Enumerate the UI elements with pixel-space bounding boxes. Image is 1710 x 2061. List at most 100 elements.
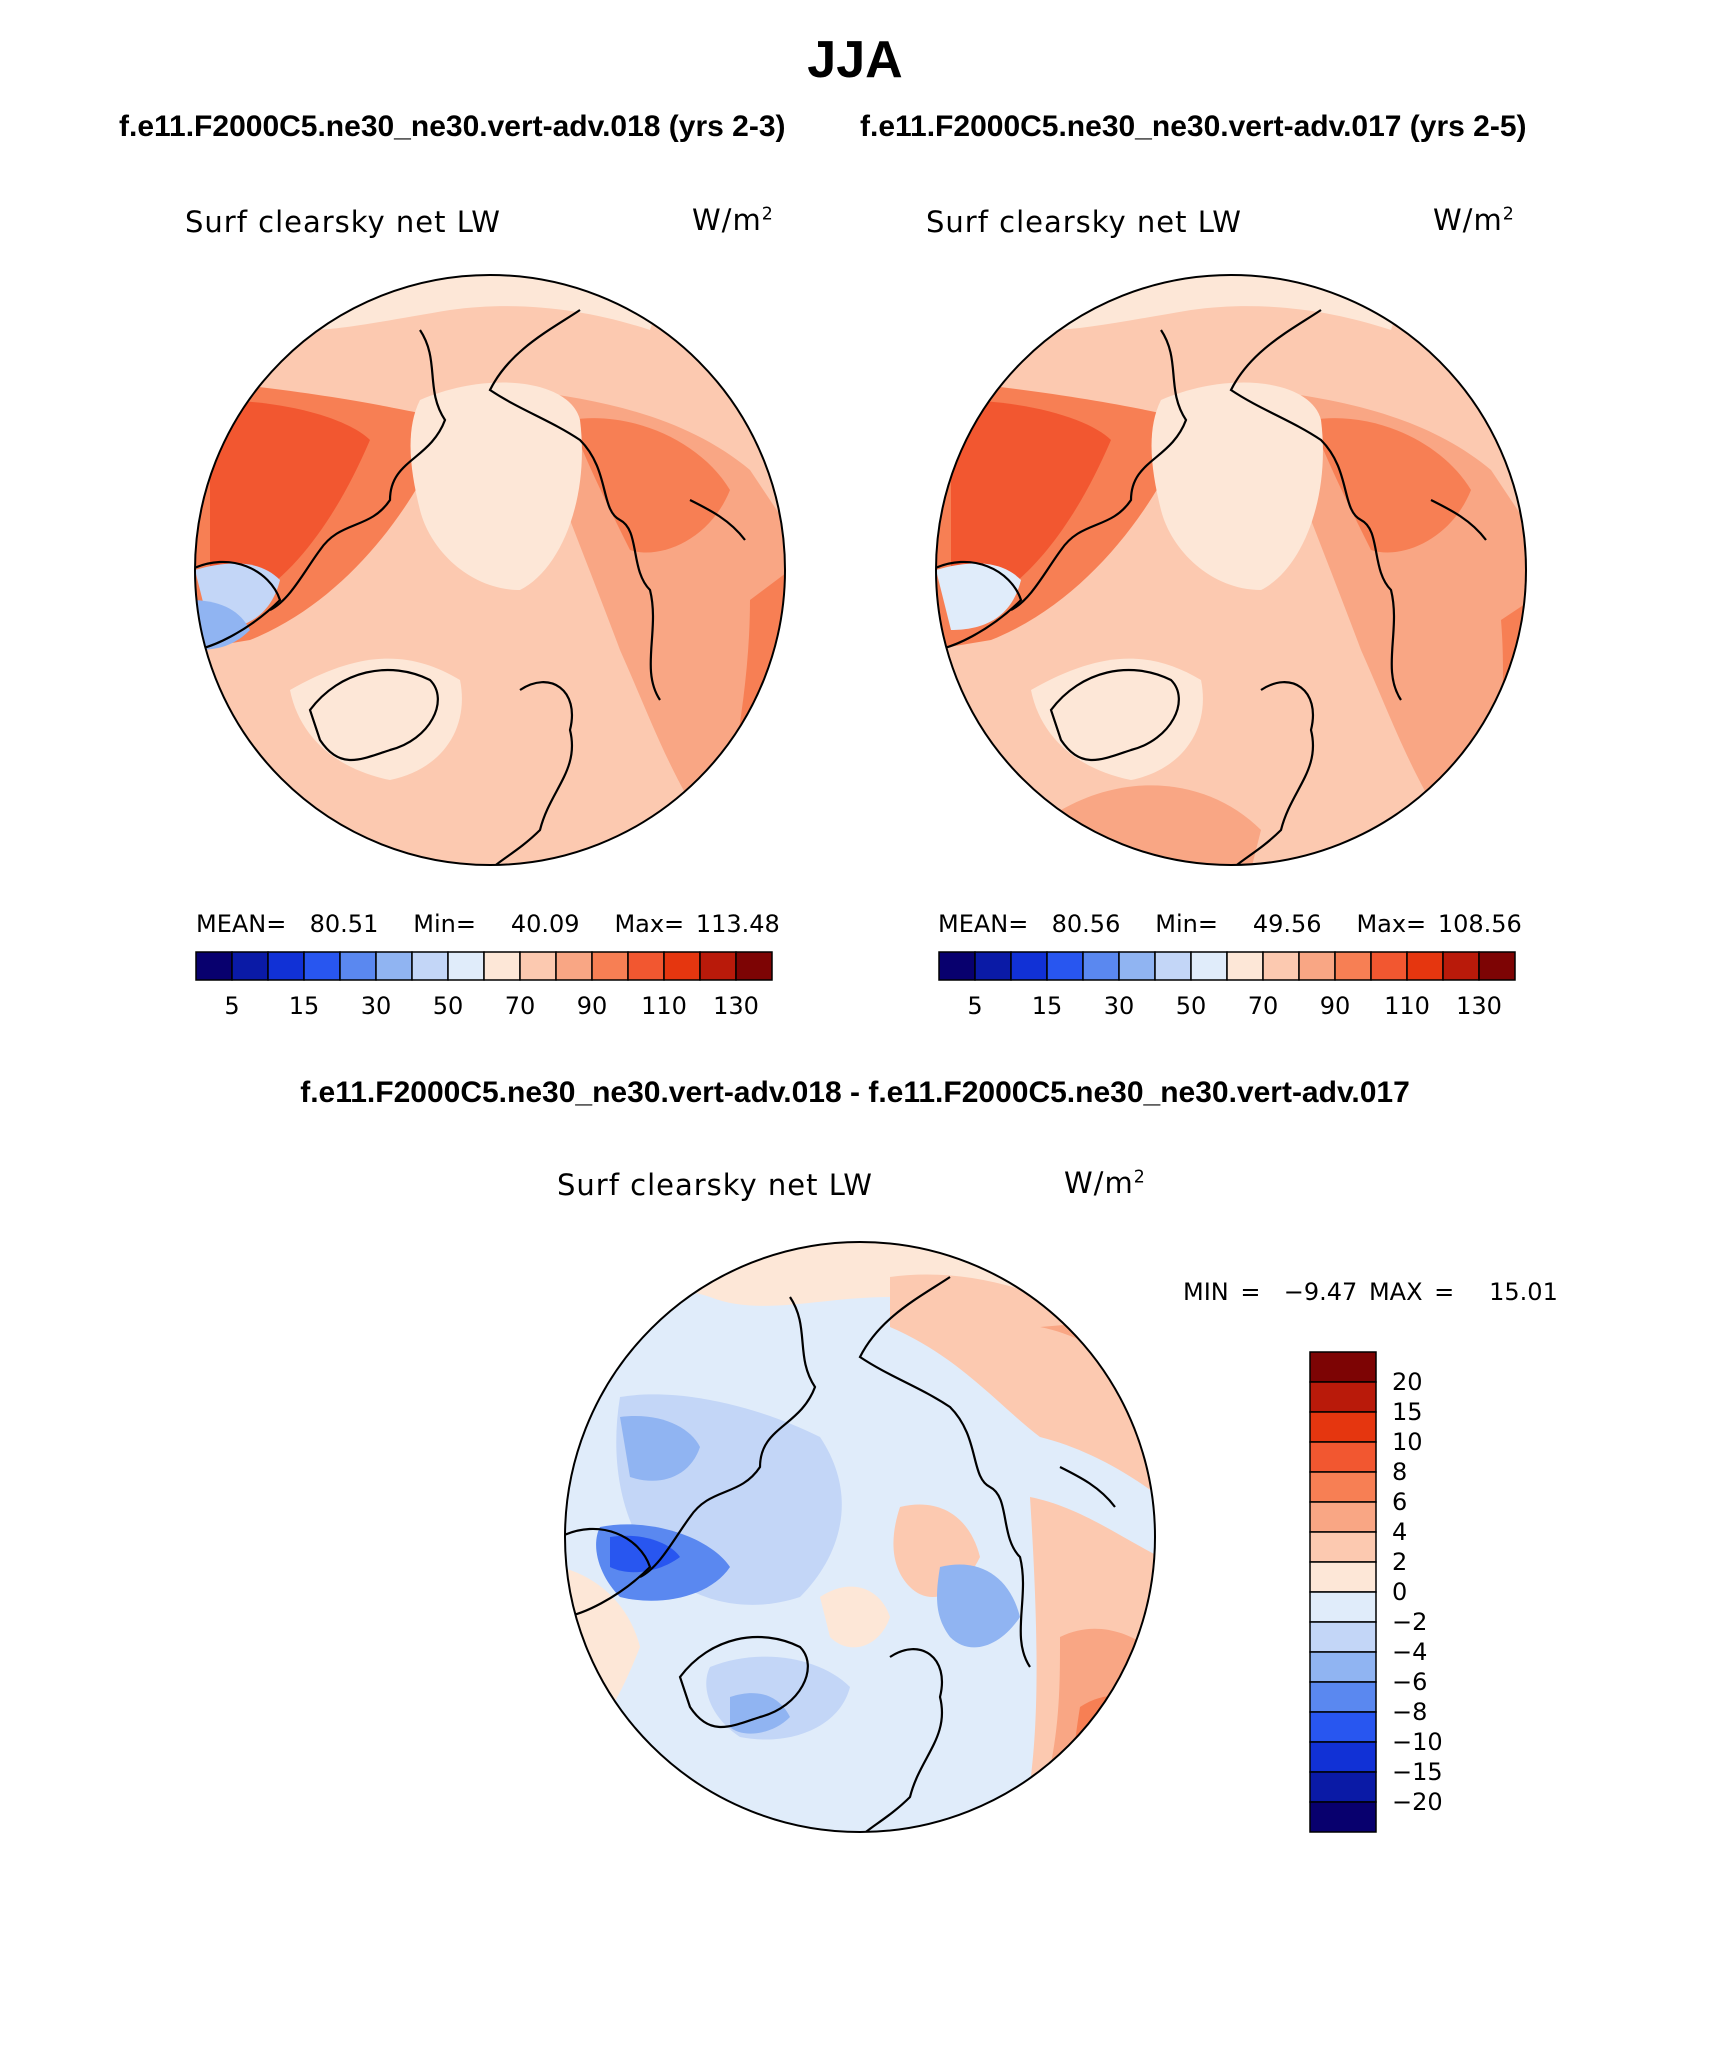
- case-b-title: f.e11.F2000C5.ne30_ne30.vert-adv.017 (yr…: [860, 110, 1527, 143]
- diff-variable-label: Surf clearsky net LW: [557, 1168, 873, 1202]
- page-title: JJA: [807, 31, 903, 89]
- panel1-coastlines: [195, 279, 746, 865]
- panel1-colorbar-swatch: [447, 951, 485, 981]
- panel2-colorbar-swatch: [1370, 951, 1408, 981]
- diff-colorbar-swatch: [1309, 1531, 1377, 1563]
- panel1-variable-label: Surf clearsky net LW: [185, 205, 501, 239]
- panel1-max-label: Max=: [614, 910, 685, 938]
- diff-colorbar-tick-label: 4: [1392, 1518, 1407, 1546]
- diff-colorbar-swatch: [1309, 1741, 1377, 1773]
- diff-colorbar-swatch: [1309, 1591, 1377, 1623]
- panel2-colorbar-swatch: [1154, 951, 1192, 981]
- diff-colorbar-tick-label: −15: [1392, 1758, 1443, 1786]
- diff-polar-map: [564, 1241, 1156, 1833]
- panel2-colorbar-tick-label: 130: [1456, 992, 1502, 1020]
- panel1-colorbar-tick-label: 5: [224, 992, 239, 1020]
- panel2-colorbar-swatch: [938, 951, 976, 981]
- panel2-mean-label: MEAN=: [938, 910, 1029, 938]
- diff-colorbar-tick-label: 8: [1392, 1458, 1407, 1486]
- panel2-colorbar-swatch: [1082, 951, 1120, 981]
- diff-min-value: −9.47: [1283, 1278, 1358, 1306]
- diff-min-max: MIN = −9.47 MAX = 15.01: [1183, 1278, 1558, 1306]
- diff-colorbar-tick-label: 6: [1392, 1488, 1407, 1516]
- panel1-colorbar-swatch: [267, 951, 305, 981]
- panel1-colorbar-swatch: [195, 951, 233, 981]
- panel2-colorbar: 5 15 30 50 70 90 110 130: [938, 951, 1516, 1020]
- panel2-colorbar-swatch: [1190, 951, 1228, 981]
- diff-contour-fill: [565, 1242, 1155, 1832]
- panel2-colorbar-swatch: [974, 951, 1012, 981]
- panel2-colorbar-swatch: [1442, 951, 1480, 981]
- diff-colorbar-swatch: [1309, 1711, 1377, 1743]
- diff-max-label: MAX =: [1368, 1278, 1455, 1306]
- panel1-colorbar-swatch: [339, 951, 377, 981]
- panel2-colorbar-swatch: [1226, 951, 1264, 981]
- panel2-max-value: 108.56: [1437, 910, 1522, 938]
- diff-colorbar-swatch: [1309, 1681, 1377, 1713]
- diff-colorbar-swatch: [1309, 1471, 1377, 1503]
- panel1-colorbar-swatch: [411, 951, 449, 981]
- diff-colorbar-swatch: [1309, 1441, 1377, 1473]
- panel1-stats: MEAN= 80.51 Min= 40.09 Max= 113.48: [196, 910, 780, 938]
- panel1-colorbar-tick-label: 130: [713, 992, 759, 1020]
- case-a-title: f.e11.F2000C5.ne30_ne30.vert-adv.018 (yr…: [119, 110, 786, 143]
- diff-map-border: [564, 1241, 1156, 1833]
- panel1-colorbar-swatch: [303, 951, 341, 981]
- diff-colorbar-swatch: [1309, 1561, 1377, 1593]
- diff-colorbar-tick-label: 15: [1392, 1398, 1423, 1426]
- panel2-polar-map: [935, 274, 1527, 866]
- panel1-colorbar-swatch: [375, 951, 413, 981]
- diff-min-label: MIN =: [1183, 1278, 1261, 1306]
- panel2-min-label: Min=: [1155, 910, 1218, 938]
- panel2-colorbar-swatch: [1334, 951, 1372, 981]
- panel2-variable-label: Surf clearsky net LW: [926, 205, 1242, 239]
- panel2-colorbar-swatch: [1478, 951, 1516, 981]
- diff-colorbar-tick-label: −4: [1392, 1638, 1427, 1666]
- diff-colorbar-tick-label: 0: [1392, 1578, 1407, 1606]
- panel1-polar-map: [194, 274, 786, 866]
- diff-coastlines: [565, 1246, 1116, 1832]
- panel1-colorbar-tick-label: 30: [361, 992, 392, 1020]
- panel1-colorbar-swatch: [627, 951, 665, 981]
- difference-title: f.e11.F2000C5.ne30_ne30.vert-adv.018 - f…: [300, 1076, 1410, 1109]
- diff-colorbar-swatch: [1309, 1411, 1377, 1443]
- diff-max-value: 15.01: [1489, 1278, 1558, 1306]
- panel2-colorbar-swatch: [1298, 951, 1336, 981]
- panel2-units: W/m2: [1433, 203, 1515, 237]
- panel2-colorbar-tick-label: 15: [1032, 992, 1063, 1020]
- diff-colorbar-tick-label: −20: [1392, 1788, 1443, 1816]
- panel2-colorbar-tick-label: 5: [967, 992, 982, 1020]
- panel1-mean-value: 80.51: [309, 910, 379, 938]
- panel1-colorbar-tick-label: 50: [433, 992, 464, 1020]
- panel1-mean-label: MEAN=: [196, 910, 287, 938]
- panel1-units: W/m2: [692, 203, 774, 237]
- panel1-min-label: Min=: [413, 910, 476, 938]
- panel1-contour-fill: [195, 275, 785, 865]
- diff-colorbar-tick-label: 20: [1392, 1368, 1423, 1396]
- panel1-colorbar-tick-label: 90: [577, 992, 608, 1020]
- diff-colorbar-tick-label: −8: [1392, 1698, 1427, 1726]
- panel2-min-value: 49.56: [1252, 910, 1322, 938]
- diff-colorbar-tick-label: −2: [1392, 1608, 1427, 1636]
- panel1-colorbar-swatch: [483, 951, 521, 981]
- panel2-stats: MEAN= 80.56 Min= 49.56 Max= 108.56: [938, 910, 1522, 938]
- panel1-colorbar-swatch: [663, 951, 701, 981]
- panel2-colorbar-swatch: [1406, 951, 1444, 981]
- panel2-colorbar-tick-label: 90: [1320, 992, 1351, 1020]
- panel1-colorbar-tick-label: 70: [505, 992, 536, 1020]
- panel1-map-border: [194, 274, 786, 866]
- diff-colorbar-tick-label: 2: [1392, 1548, 1407, 1576]
- diff-colorbar-swatch: [1309, 1351, 1377, 1383]
- panel1-colorbar-swatch: [735, 951, 773, 981]
- diff-colorbar-tick-label: −6: [1392, 1668, 1427, 1696]
- panel2-colorbar-swatch: [1046, 951, 1084, 981]
- diff-colorbar-tick-label: −10: [1392, 1728, 1443, 1756]
- panel1-min-value: 40.09: [510, 910, 580, 938]
- panel2-colorbar-swatch: [1010, 951, 1048, 981]
- panel2-colorbar-tick-label: 110: [1384, 992, 1430, 1020]
- panel1-colorbar-tick-label: 15: [289, 992, 320, 1020]
- diff-colorbar-swatch: [1309, 1651, 1377, 1683]
- diff-colorbar-tick-label: 10: [1392, 1428, 1423, 1456]
- panel2-mean-value: 80.56: [1051, 910, 1121, 938]
